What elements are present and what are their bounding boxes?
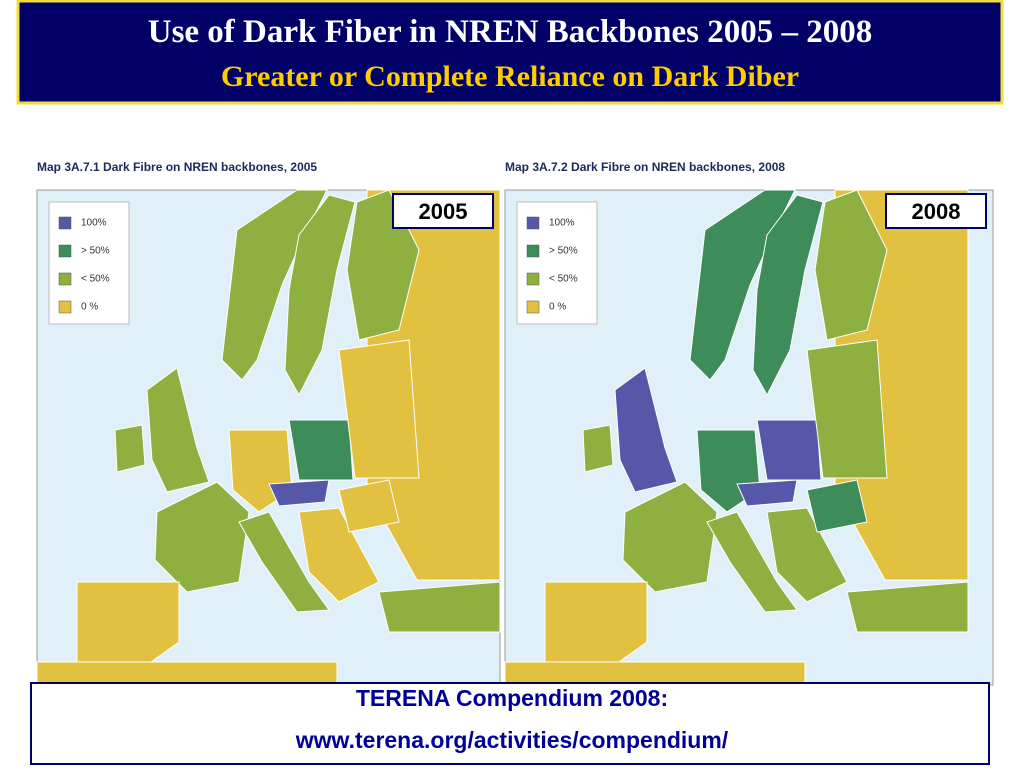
year-box (885, 193, 987, 229)
country (766, 507, 848, 603)
footer-line: TERENA Compendium 2008: (356, 685, 668, 711)
legend-label: < 50% (81, 274, 110, 285)
country (114, 424, 146, 473)
country (284, 194, 356, 397)
country (338, 339, 420, 479)
country (378, 581, 501, 633)
legend-swatch (58, 216, 72, 230)
country (238, 511, 330, 613)
legend-swatch (58, 244, 72, 258)
legend-swatch (526, 216, 540, 230)
country (706, 511, 798, 613)
legend-label: < 50% (549, 274, 578, 285)
map-panel: Map 3A.7.1 Dark Fibre on NREN backbones,… (36, 160, 501, 686)
legend-label: 100% (81, 218, 107, 229)
country (288, 419, 354, 481)
year-box (392, 193, 494, 229)
year-label: 2005 (419, 199, 468, 224)
legend-label: > 50% (549, 246, 578, 257)
country (614, 367, 678, 493)
legend-label: 0 % (549, 302, 566, 313)
year-label: 2008 (912, 199, 961, 224)
footer-box (30, 682, 990, 765)
legend-swatch (526, 300, 540, 314)
legend-swatch (526, 244, 540, 258)
legend-swatch (58, 272, 72, 286)
country (806, 479, 868, 533)
subtitle: Greater or Complete Reliance on Dark Dib… (221, 60, 799, 93)
legend-label: > 50% (81, 246, 110, 257)
country (146, 367, 210, 493)
country (154, 481, 250, 593)
legend-label: 0 % (81, 302, 98, 313)
map: 100% > 50% < 50% 0 % 2005 (36, 189, 501, 686)
title-box (16, 0, 1004, 105)
maps: Map 3A.7.1 Dark Fibre on NREN backbones,… (36, 160, 994, 686)
country (736, 479, 798, 507)
legend-swatch (526, 272, 540, 286)
country (504, 661, 806, 686)
legend-label: 100% (549, 218, 575, 229)
country (752, 194, 824, 397)
legend-swatch (58, 300, 72, 314)
country (338, 479, 400, 533)
country (544, 581, 648, 673)
country (582, 424, 614, 473)
country (268, 479, 330, 507)
map-caption: Map 3A.7.1 Dark Fibre on NREN backbones,… (37, 160, 317, 174)
map: 100% > 50% < 50% 0 % 2008 (504, 189, 994, 686)
country (76, 581, 180, 673)
country (814, 189, 888, 341)
country (846, 581, 969, 633)
country (622, 481, 718, 593)
country (36, 661, 338, 686)
country (298, 507, 380, 603)
country (756, 419, 822, 481)
country (806, 339, 888, 479)
title: Use of Dark Fiber in NREN Backbones 2005… (148, 14, 873, 50)
map-caption: Map 3A.7.2 Dark Fibre on NREN backbones,… (505, 160, 785, 174)
footer-link: www.terena.org/activities/compendium/ (295, 727, 729, 753)
map-panel: Map 3A.7.2 Dark Fibre on NREN backbones,… (504, 160, 994, 686)
